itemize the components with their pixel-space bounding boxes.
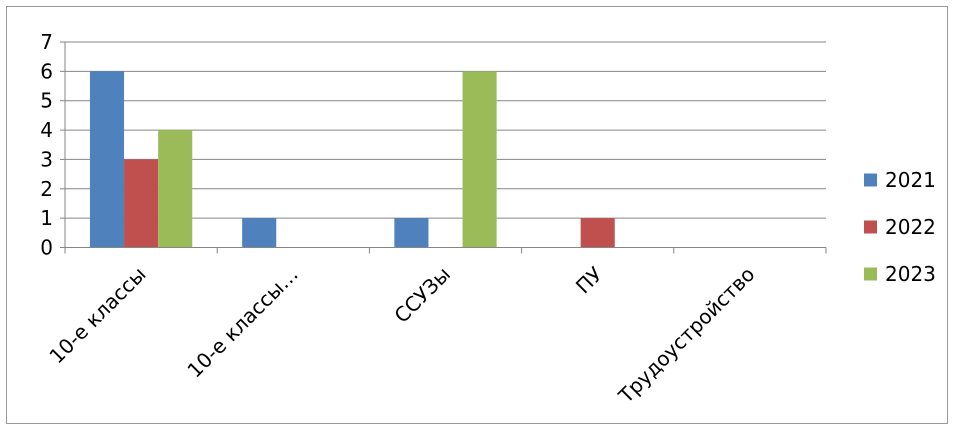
legend-label-2023: 2023	[885, 262, 936, 286]
y-tick-label: 7	[40, 30, 53, 54]
y-tick-label: 0	[40, 236, 53, 260]
y-tick-label: 3	[40, 147, 53, 171]
x-category-label: 10-е классы	[44, 262, 150, 368]
y-axis-tick-labels: 0 1 2 3 4 5 6 7	[40, 30, 53, 260]
x-category-label: Трудоустройство	[613, 262, 759, 408]
legend-label-2021: 2021	[885, 168, 936, 192]
legend-label-2022: 2022	[885, 215, 936, 239]
y-tick-label: 4	[40, 118, 53, 142]
legend-swatch-2023	[864, 267, 877, 281]
y-tick-label: 5	[40, 89, 53, 113]
axes	[60, 41, 827, 254]
bar-2022-0	[124, 159, 159, 248]
x-category-label: ССУЗы	[389, 262, 455, 328]
bar-2021-2	[394, 218, 429, 248]
bar-2023-0	[158, 130, 193, 248]
bar-2023-2	[462, 71, 497, 248]
x-category-label: 10-е классы…	[182, 262, 302, 382]
y-tick-label: 6	[40, 59, 53, 83]
y-tick-label: 2	[40, 177, 53, 201]
x-category-label: ПУ	[571, 262, 607, 298]
x-axis-category-labels: 10-е классы 10-е классы… ССУЗы ПУ Трудоустро…	[44, 262, 759, 408]
bars	[89, 71, 615, 248]
bar-2021-0	[89, 71, 125, 248]
legend-swatch-2021	[864, 173, 877, 187]
legend-swatch-2022	[864, 220, 877, 234]
legend: 2021 2022 2023	[864, 168, 936, 286]
bar-2022-3	[580, 218, 615, 248]
bar-2021-1	[242, 218, 277, 248]
y-tick-label: 1	[40, 206, 53, 230]
